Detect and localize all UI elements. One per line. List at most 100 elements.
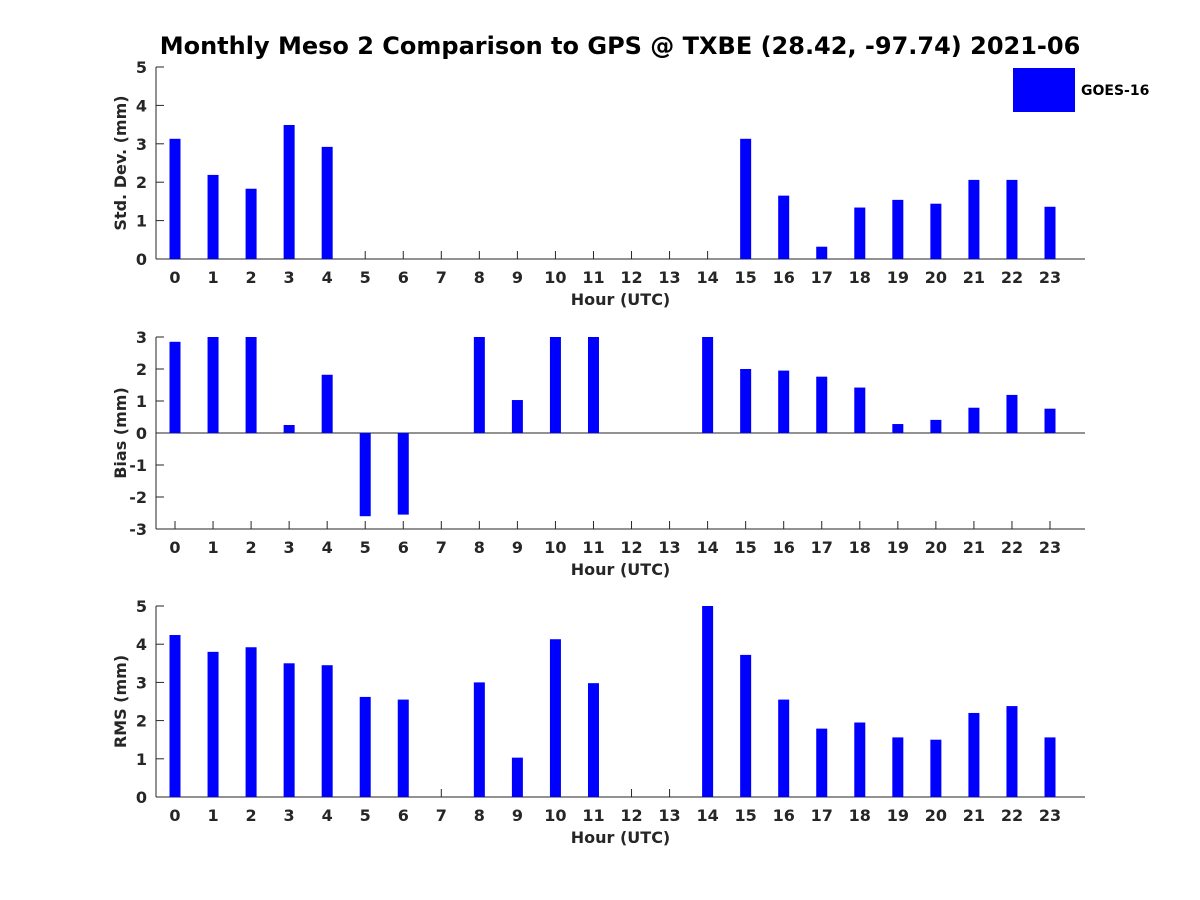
- bar-hour-23: [1044, 206, 1056, 259]
- bar-hour-22: [1006, 179, 1018, 259]
- x-tick-label: 3: [284, 268, 295, 287]
- bar-hour-1: [207, 337, 219, 433]
- x-tick-label: 17: [811, 268, 833, 287]
- y-axis-label: Std. Dev. (mm): [111, 95, 130, 230]
- bar-hour-15: [740, 369, 752, 433]
- x-tick-label: 7: [436, 268, 447, 287]
- y-tick-label: 2: [136, 173, 147, 192]
- y-tick-label: 4: [136, 96, 147, 115]
- y-tick-label: 3: [136, 328, 147, 347]
- bar-hour-9: [511, 400, 523, 433]
- x-tick-label: 4: [322, 538, 333, 557]
- bar-hour-2: [245, 647, 257, 797]
- bar-hour-3: [283, 124, 295, 259]
- x-tick-label: 13: [658, 538, 680, 557]
- bar-hour-4: [321, 665, 333, 797]
- bar-hour-3: [283, 425, 295, 433]
- x-tick-label: 22: [1001, 268, 1023, 287]
- bar-hour-2: [245, 337, 257, 433]
- bar-hour-4: [321, 374, 333, 433]
- x-tick-label: 0: [169, 538, 180, 557]
- x-tick-label: 4: [322, 806, 333, 825]
- bar-hour-0: [169, 341, 181, 433]
- x-tick-label: 6: [398, 538, 409, 557]
- bar-hour-2: [245, 188, 257, 259]
- bar-hour-18: [854, 722, 866, 797]
- x-tick-label: 5: [360, 806, 371, 825]
- x-tick-label: 12: [620, 538, 642, 557]
- x-tick-label: 22: [1001, 538, 1023, 557]
- y-tick-label: 2: [136, 360, 147, 379]
- y-tick-label: -1: [129, 456, 147, 475]
- x-tick-label: 5: [360, 268, 371, 287]
- bar-hour-10: [549, 639, 561, 797]
- x-tick-label: 5: [360, 538, 371, 557]
- x-tick-label: 2: [246, 538, 257, 557]
- x-tick-label: 8: [474, 806, 485, 825]
- bar-hour-16: [778, 699, 790, 797]
- x-tick-label: 19: [887, 268, 909, 287]
- bar-hour-4: [321, 146, 333, 259]
- y-axis-label: Bias (mm): [111, 387, 130, 479]
- x-tick-label: 23: [1039, 268, 1061, 287]
- legend-swatch: [1013, 68, 1075, 112]
- x-tick-label: 18: [849, 538, 871, 557]
- x-tick-label: 14: [696, 268, 718, 287]
- bar-hour-21: [968, 712, 980, 797]
- x-tick-label: 9: [512, 538, 523, 557]
- x-tick-label: 1: [207, 806, 218, 825]
- x-tick-label: 1: [207, 268, 218, 287]
- bar-hour-19: [892, 737, 904, 797]
- bar-hour-0: [169, 138, 181, 259]
- y-axis-label: RMS (mm): [111, 655, 130, 748]
- bar-hour-14: [702, 606, 714, 797]
- x-tick-label: 6: [398, 268, 409, 287]
- x-tick-label: 12: [620, 806, 642, 825]
- bar-hour-22: [1006, 394, 1018, 433]
- x-tick-label: 22: [1001, 806, 1023, 825]
- bar-hour-8: [473, 682, 485, 797]
- bar-hour-6: [397, 699, 409, 797]
- bar-hour-18: [854, 207, 866, 259]
- x-tick-label: 21: [963, 806, 985, 825]
- x-tick-label: 18: [849, 806, 871, 825]
- y-tick-label: 5: [136, 58, 147, 77]
- bar-hour-14: [702, 337, 714, 433]
- y-tick-label: -2: [129, 488, 147, 507]
- bar-hour-22: [1006, 706, 1018, 797]
- x-tick-label: 11: [582, 538, 604, 557]
- bar-hour-5: [359, 433, 371, 517]
- x-tick-label: 1: [207, 538, 218, 557]
- x-tick-label: 6: [398, 806, 409, 825]
- x-tick-label: 20: [925, 538, 947, 557]
- x-tick-label: 19: [887, 538, 909, 557]
- bar-hour-18: [854, 387, 866, 433]
- bar-hour-21: [968, 407, 980, 433]
- x-tick-label: 16: [773, 268, 795, 287]
- legend: GOES-16: [1013, 68, 1149, 112]
- x-tick-label: 9: [512, 806, 523, 825]
- y-tick-label: 3: [136, 135, 147, 154]
- bar-hour-11: [587, 337, 599, 433]
- x-axis-label: Hour (UTC): [571, 560, 671, 579]
- x-axis-label: Hour (UTC): [571, 290, 671, 309]
- bar-hour-17: [816, 246, 828, 259]
- bar-hour-0: [169, 635, 181, 797]
- y-tick-label: 0: [136, 788, 147, 807]
- x-tick-label: 10: [544, 268, 566, 287]
- bar-hour-19: [892, 424, 904, 433]
- bar-hour-20: [930, 419, 942, 433]
- x-tick-label: 21: [963, 538, 985, 557]
- bar-hour-11: [587, 683, 599, 797]
- bar-hour-20: [930, 739, 942, 797]
- y-tick-label: 3: [136, 673, 147, 692]
- y-tick-label: 1: [136, 212, 147, 231]
- x-tick-label: 20: [925, 806, 947, 825]
- bar-hour-19: [892, 199, 904, 259]
- x-tick-label: 16: [773, 806, 795, 825]
- bar-hour-16: [778, 370, 790, 433]
- bar-hour-9: [511, 757, 523, 797]
- bar-hour-17: [816, 376, 828, 433]
